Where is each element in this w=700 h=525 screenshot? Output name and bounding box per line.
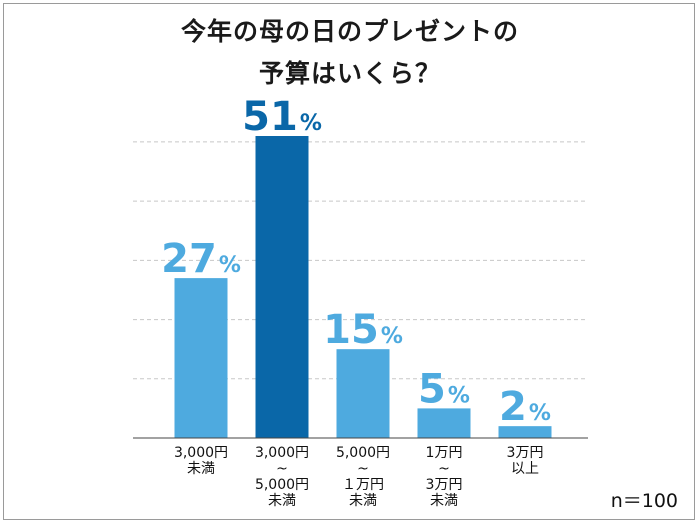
chart-title-line-2: 予算はいくら？ <box>258 59 441 88</box>
bar-2 <box>255 136 309 438</box>
value-number: 2 <box>499 384 527 430</box>
value-number: 51 <box>242 94 298 140</box>
value-unit: % <box>300 111 322 136</box>
category-label-4-line-1: 1万円 <box>426 445 463 461</box>
category-label-1-line-2: 未満 <box>187 461 215 477</box>
bar-3 <box>336 349 390 438</box>
category-label-3-line-2: ~ <box>357 461 369 477</box>
value-label-2: 51% <box>242 94 322 140</box>
category-label-3-line-3: １万円 <box>342 477 384 493</box>
value-labels: 27%51%15%5% 2% <box>161 94 551 430</box>
bar-4 <box>417 408 471 438</box>
value-label-3: 15% <box>323 307 403 353</box>
category-label-4-line-2: ~ <box>438 461 450 477</box>
bars <box>174 136 552 438</box>
value-unit: % <box>381 324 403 349</box>
category-label-4-line-3: 3万円 <box>426 477 463 493</box>
value-unit: % <box>219 253 241 278</box>
value-number: 27 <box>161 236 217 282</box>
value-number: 5 <box>418 366 446 412</box>
category-label-5-line-2: 以上 <box>511 461 539 477</box>
value-unit: % <box>448 383 470 408</box>
category-label-3-line-1: 5,000円 <box>336 445 390 461</box>
category-labels: 3,000円未満3,000円~5,000円未満5,000円~１万円未満1万円~3… <box>174 445 544 509</box>
value-label-4: 5% <box>418 366 470 412</box>
bar-1 <box>174 278 228 438</box>
chart-title-line-1: 今年の母の日のプレゼントの <box>180 17 519 46</box>
value-label-5: 2% <box>499 384 551 430</box>
value-number: 15 <box>323 307 379 353</box>
category-label-2-line-1: 3,000円 <box>255 445 309 461</box>
value-unit: % <box>529 401 551 426</box>
category-label-3-line-4: 未満 <box>349 493 377 509</box>
sample-size-note: n＝100 <box>610 490 678 512</box>
category-label-4-line-4: 未満 <box>430 493 458 509</box>
bar-5 <box>498 426 552 438</box>
category-label-2-line-3: 5,000円 <box>255 477 309 493</box>
category-label-1-line-1: 3,000円 <box>174 445 228 461</box>
value-label-1: 27% <box>161 236 241 282</box>
category-label-2-line-4: 未満 <box>268 493 296 509</box>
category-label-2-line-2: ~ <box>276 461 288 477</box>
category-label-5-line-1: 3万円 <box>507 445 544 461</box>
gridlines <box>133 141 588 380</box>
